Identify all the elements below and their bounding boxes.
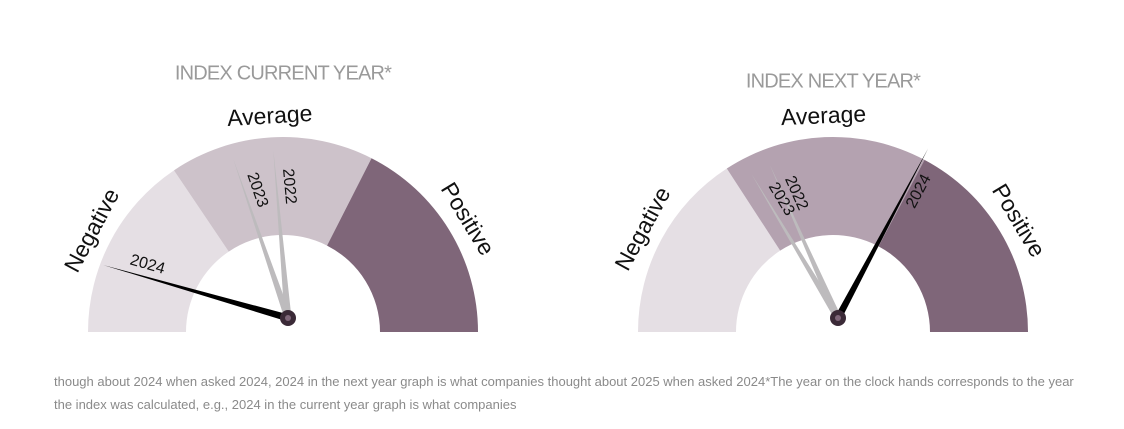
- footnote: though about 2024 when asked 2024, 2024 …: [54, 374, 1074, 389]
- gauge-segment: [327, 158, 478, 332]
- needle-label: 2022: [279, 168, 299, 205]
- segment-label: Average: [780, 100, 866, 130]
- segment-label: Average: [226, 100, 313, 131]
- needle: [769, 164, 842, 320]
- gauge-segment: [638, 168, 781, 332]
- footnote: the index was calculated, e.g., 2024 in …: [54, 397, 517, 412]
- needle: [273, 150, 292, 319]
- needle: [751, 173, 842, 320]
- chart-title: INDEX CURRENT YEAR*: [175, 62, 392, 84]
- gauge-segment: [173, 137, 372, 252]
- needle: [233, 159, 292, 320]
- needle-pivot-dot: [835, 315, 841, 321]
- gauge-segment: [878, 159, 1028, 332]
- needle: [103, 265, 289, 322]
- needle: [834, 148, 929, 320]
- needle-pivot-dot: [285, 315, 291, 321]
- chart-title: INDEX NEXT YEAR*: [746, 70, 921, 92]
- gauge-segment: [726, 137, 925, 251]
